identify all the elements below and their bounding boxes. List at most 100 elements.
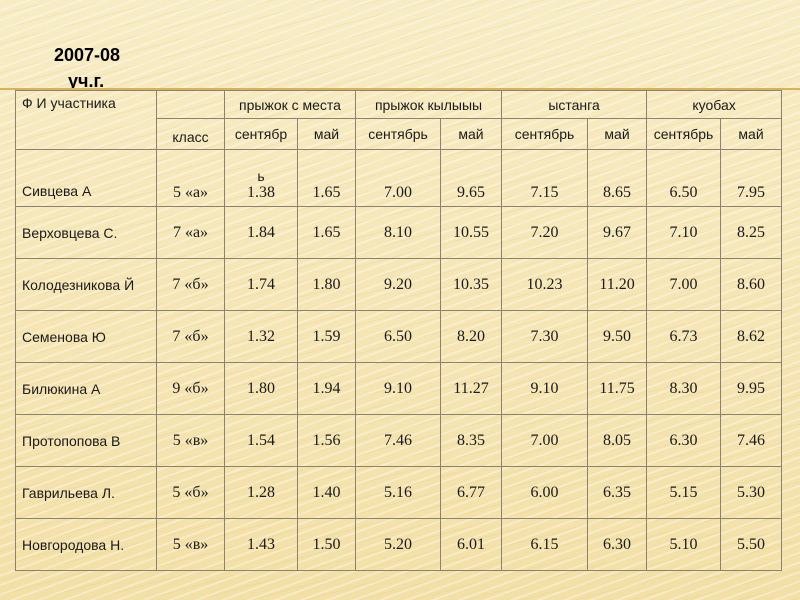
- table-row: Колодезникова Й 7 «б» 1.74 1.80 9.20 10.…: [15, 258, 783, 311]
- value-cell: 8.25: [720, 206, 783, 259]
- value-cell: 11.27: [439, 362, 503, 415]
- participant-name: Верховцева С.: [15, 206, 157, 259]
- participant-name: Колодезникова Й: [15, 258, 157, 311]
- participant-class: 5 «в»: [156, 518, 225, 571]
- participant-name: Гаврильева Л.: [15, 466, 157, 519]
- participant-name: Семенова Ю: [15, 310, 157, 363]
- value-cell: 9.10: [355, 362, 441, 415]
- value-cell: 1.94: [297, 362, 356, 415]
- value-cell: 9.10: [501, 362, 589, 415]
- value-cell: 7.10: [646, 206, 722, 259]
- results-table: Ф И участника прыжок с места прыжок кылы…: [15, 90, 783, 571]
- header-sub: сентябрь: [355, 118, 441, 150]
- value-cell: 6.30: [646, 414, 722, 467]
- value-cell: 1.59: [297, 310, 356, 363]
- value-cell: 1.54: [224, 414, 298, 467]
- value-cell: 6.50: [355, 310, 441, 363]
- value-cell: 8.65: [587, 149, 648, 207]
- header-continuation: ь: [257, 168, 265, 184]
- header-name: Ф И участника: [15, 90, 157, 150]
- header-divider: [0, 88, 800, 90]
- header-klass: класс: [156, 118, 225, 150]
- table-row: Протопопова В 5 «в» 1.54 1.56 7.46 8.35 …: [15, 414, 783, 467]
- value-cell: 5.20: [355, 518, 441, 571]
- value-cell: 1.74: [224, 258, 298, 311]
- value-cell: 10.35: [439, 258, 503, 311]
- header-group-jump: прыжок кылыыы: [354, 90, 503, 119]
- value-cell: 5.16: [355, 466, 441, 519]
- participant-class: 7 «б»: [156, 310, 225, 363]
- value-cell: 9.50: [587, 310, 648, 363]
- header-group-ystanga: ыстанга: [501, 90, 648, 119]
- header-row-groups: Ф И участника прыжок с места прыжок кылы…: [15, 90, 783, 150]
- header-group-standing-jump: прыжок с места: [224, 90, 356, 119]
- value-cell: 1.80: [224, 362, 298, 415]
- header-klass-top: [156, 90, 225, 119]
- value-cell: 8.62: [720, 310, 783, 363]
- value-cell: 9.20: [355, 258, 441, 311]
- value-cell: 6.00: [501, 466, 589, 519]
- header-sub: сентябр: [224, 118, 298, 150]
- participant-class: 9 «б»: [156, 362, 225, 415]
- table-row: Гаврильева Л. 5 «б» 1.28 1.40 5.16 6.77 …: [15, 466, 783, 519]
- participant-class: 7 «а»: [156, 206, 225, 259]
- value-cell: 7.15: [501, 149, 589, 207]
- value-cell: 6.73: [646, 310, 722, 363]
- value-cell: 1.56: [297, 414, 356, 467]
- value-cell: 1.50: [297, 518, 356, 571]
- header-sub: май: [720, 118, 783, 150]
- value-cell: 7.00: [355, 149, 441, 207]
- value-cell: 6.50: [646, 149, 722, 207]
- value-cell: 9.67: [587, 206, 648, 259]
- value-cell: 5.30: [720, 466, 783, 519]
- participant-name: Протопопова В: [15, 414, 157, 467]
- value-cell: 1.43: [224, 518, 298, 571]
- value-cell: 5.50: [720, 518, 783, 571]
- value-cell: 1.80: [297, 258, 356, 311]
- table-row: Семенова Ю 7 «б» 1.32 1.59 6.50 8.20 7.3…: [15, 310, 783, 363]
- value-cell: 7.00: [501, 414, 589, 467]
- page-title: 2007-08 уч.г.: [54, 42, 120, 94]
- table-row: Сивцева А 5 «а» ь 1.38 1.65 7.00 9.65 7.…: [15, 149, 783, 207]
- participant-class: 5 «а»: [156, 149, 225, 207]
- value-cell: 6.77: [439, 466, 503, 519]
- value-cell: 7.00: [646, 258, 722, 311]
- value-cell: 9.65: [439, 149, 503, 207]
- value-cell: 1.65: [297, 149, 356, 207]
- value-cell: 1.40: [297, 466, 356, 519]
- value-cell: 10.23: [501, 258, 589, 311]
- value-cell: 1.32: [224, 310, 298, 363]
- value-cell: 6.30: [587, 518, 648, 571]
- header-sub: май: [297, 118, 356, 150]
- header-sub: май: [587, 118, 648, 150]
- participant-class: 7 «б»: [156, 258, 225, 311]
- value-cell: 1.84: [224, 206, 298, 259]
- participant-name: Новгородова Н.: [15, 518, 157, 571]
- value-cell: 7.20: [501, 206, 589, 259]
- header-sub: сентябрь: [646, 118, 722, 150]
- value-cell: 7.46: [355, 414, 441, 467]
- value-cell: 8.10: [355, 206, 441, 259]
- table-row: Новгородова Н. 5 «в» 1.43 1.50 5.20 6.01…: [15, 518, 783, 571]
- value-cell: 10.55: [439, 206, 503, 259]
- value-cell: 9.95: [720, 362, 783, 415]
- table-row: Верховцева С. 7 «а» 1.84 1.65 8.10 10.55…: [15, 206, 783, 259]
- value-cell: 6.01: [439, 518, 503, 571]
- header-group-kuobakh: куобах: [646, 90, 783, 119]
- value-cell: 7.95: [720, 149, 783, 207]
- value-cell: 8.05: [587, 414, 648, 467]
- title-suffix: уч.г.: [68, 71, 105, 91]
- value-cell: 8.35: [439, 414, 503, 467]
- value-cell: 11.75: [587, 362, 648, 415]
- participant-class: 5 «в»: [156, 414, 225, 467]
- value-cell: 8.20: [439, 310, 503, 363]
- value-cell: 7.30: [501, 310, 589, 363]
- title-year: 2007-08: [54, 45, 121, 65]
- value-cell: 6.15: [501, 518, 589, 571]
- table-row: Билюкина А 9 «б» 1.80 1.94 9.10 11.27 9.…: [15, 362, 783, 415]
- participant-name: Билюкина А: [15, 362, 157, 415]
- value-cell: 7.46: [720, 414, 783, 467]
- value-cell: 1.28: [224, 466, 298, 519]
- participant-name: Сивцева А: [15, 149, 157, 207]
- value-cell: 1.65: [297, 206, 356, 259]
